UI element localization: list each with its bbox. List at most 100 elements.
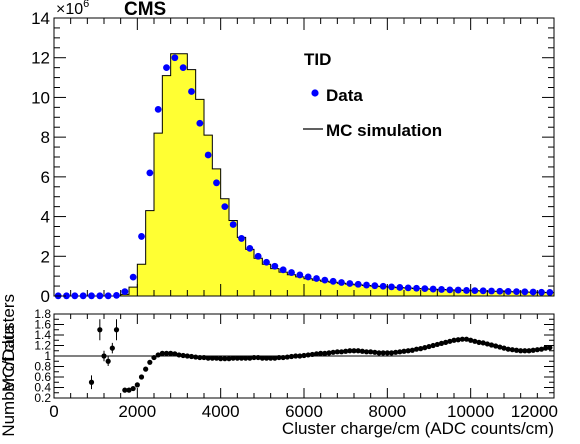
ratio-point xyxy=(368,349,374,355)
data-points xyxy=(54,54,554,300)
y-exponent-label: ×106 xyxy=(56,0,89,18)
data-point xyxy=(454,286,462,294)
ratio-point xyxy=(447,338,453,344)
data-point xyxy=(196,119,204,127)
data-point xyxy=(321,276,329,284)
ratio-point xyxy=(418,346,424,352)
data-point xyxy=(471,287,479,295)
data-point xyxy=(71,292,79,300)
ratio-point xyxy=(351,348,357,354)
y-exponent-power: 6 xyxy=(83,0,89,10)
ratio-point xyxy=(197,354,203,361)
ratio-point xyxy=(384,350,390,356)
ratio-point xyxy=(288,353,295,360)
x-tick-label: 8000 xyxy=(368,402,406,421)
ratio-point xyxy=(455,337,461,343)
data-point xyxy=(329,277,337,285)
ratio-point xyxy=(184,353,190,359)
ratio-point xyxy=(409,347,415,353)
data-point xyxy=(304,273,312,281)
ratio-point xyxy=(272,355,278,361)
data-point xyxy=(138,233,145,240)
ratio-point xyxy=(205,355,211,361)
ratio-point xyxy=(213,355,220,361)
data-point xyxy=(246,244,254,252)
ratio-point xyxy=(297,353,303,359)
ratio-point xyxy=(230,355,236,361)
data-point xyxy=(96,292,104,300)
ratio-y-tick-label: 1.2 xyxy=(34,339,51,353)
y-tick-label: 14 xyxy=(31,9,50,28)
data-point xyxy=(429,285,437,293)
y-tick-label: 6 xyxy=(41,168,50,187)
ratio-point xyxy=(151,354,157,361)
ratio-point xyxy=(480,340,486,346)
x-tick-label: 12000 xyxy=(511,402,558,421)
ratio-y-tick-label: 1.6 xyxy=(34,318,51,332)
data-point xyxy=(504,288,512,295)
data-point xyxy=(129,273,137,281)
y-axis-label: Number of clusters xyxy=(0,294,18,437)
ratio-point xyxy=(338,349,345,355)
data-point xyxy=(346,280,354,287)
ratio-point xyxy=(522,348,528,354)
ratio-point xyxy=(305,352,311,358)
data-point xyxy=(163,64,170,72)
ratio-point xyxy=(159,350,165,356)
ratio-y-tick-label: 1.8 xyxy=(34,307,51,321)
ratio-point xyxy=(293,353,299,359)
ratio-point xyxy=(393,349,399,355)
ratio-point xyxy=(501,345,507,351)
data-point xyxy=(104,292,112,300)
ratio-point xyxy=(309,351,315,358)
ratio-point xyxy=(222,356,228,362)
ratio-x-axis: 0 2000 4000 6000 8000 10000 12000 xyxy=(49,314,558,421)
ratio-point xyxy=(401,348,407,354)
data-point xyxy=(88,292,95,300)
ratio-point xyxy=(218,356,224,362)
ratio-point xyxy=(488,342,495,348)
ratio-point xyxy=(301,352,307,359)
ratio-point xyxy=(380,350,386,356)
ratio-point xyxy=(388,350,395,356)
data-point xyxy=(79,292,87,300)
ratio-point xyxy=(318,350,324,356)
x-tick-label: 6000 xyxy=(285,402,323,421)
data-point xyxy=(296,271,304,279)
data-point xyxy=(288,269,295,276)
ratio-point xyxy=(201,354,207,361)
data-point xyxy=(413,284,420,292)
ratio-point xyxy=(226,356,232,362)
ratio-point xyxy=(130,385,136,392)
data-point xyxy=(446,286,454,294)
ratio-point xyxy=(509,347,515,353)
ratio-point xyxy=(476,339,482,345)
ratio-panel: 0.20.40.60.811.21.41.61.8 0 2000 4000 6000 8… xyxy=(0,307,558,438)
data-point xyxy=(221,203,229,211)
ratio-y-tick-label: 0.8 xyxy=(34,360,51,374)
ratio-point xyxy=(109,345,115,351)
data-point xyxy=(463,287,470,294)
ratio-point xyxy=(497,344,503,350)
legend-entry-mc: MC simulation xyxy=(326,121,442,140)
ratio-point xyxy=(472,338,478,344)
ratio-point xyxy=(538,346,545,352)
ratio-point xyxy=(97,327,103,333)
y-tick-label: 0 xyxy=(41,287,50,306)
ratio-point xyxy=(247,355,253,361)
data-point xyxy=(213,179,220,187)
ratio-point xyxy=(88,379,95,385)
data-point xyxy=(121,288,129,296)
ratio-y-tick-label: 1 xyxy=(44,349,51,363)
ratio-point xyxy=(259,355,265,361)
ratio-y-tick-label: 0.6 xyxy=(34,370,51,384)
legend-data-marker xyxy=(311,89,319,97)
ratio-point xyxy=(359,348,365,354)
ratio-point xyxy=(513,347,520,353)
ratio-point xyxy=(347,348,353,354)
ratio-point xyxy=(493,343,499,349)
main-x-axis xyxy=(53,18,555,296)
ratio-point xyxy=(526,348,532,354)
data-point xyxy=(396,284,404,291)
